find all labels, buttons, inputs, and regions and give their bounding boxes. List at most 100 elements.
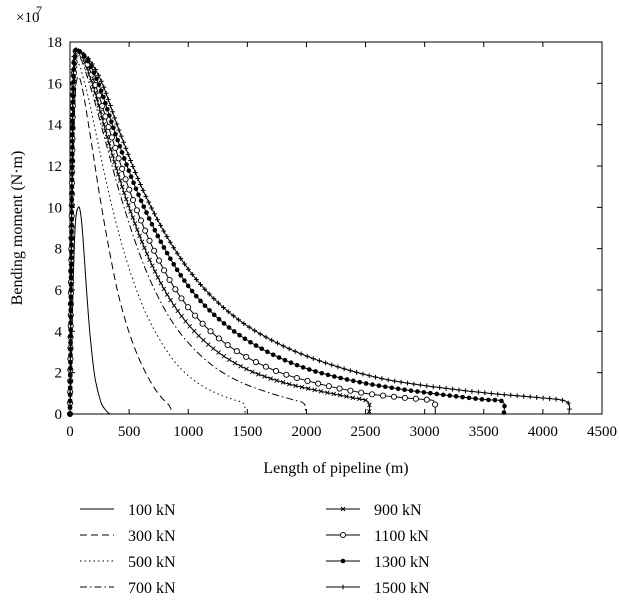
data-point-marker — [168, 297, 173, 303]
data-point-marker — [354, 369, 360, 375]
data-point-marker — [68, 307, 74, 313]
data-point-marker — [146, 237, 153, 244]
data-point-marker — [149, 205, 154, 211]
data-point-marker — [69, 177, 75, 183]
y-axis: 0 2 4 6 8 10 12 14 16 18 — [47, 35, 602, 423]
legend-label: 100 kN — [128, 502, 176, 519]
data-point-marker — [412, 395, 419, 402]
data-point-marker — [560, 397, 565, 403]
series-layer — [66, 47, 572, 418]
data-point-marker — [105, 123, 112, 130]
y-tick-label: 14 — [47, 118, 63, 134]
data-point-marker — [69, 164, 75, 170]
series-100-kn — [69, 206, 111, 415]
data-point-marker — [456, 387, 462, 393]
data-point-marker — [107, 113, 112, 118]
data-point-marker — [116, 127, 122, 133]
data-point-marker — [171, 303, 177, 308]
data-point-marker — [101, 94, 106, 100]
data-point-marker — [402, 387, 407, 393]
data-point-marker — [68, 268, 74, 274]
legend-label: 900 kN — [374, 502, 422, 519]
data-point-marker — [450, 386, 455, 392]
data-point-marker — [185, 283, 191, 289]
data-point-marker — [237, 332, 242, 338]
data-point-marker — [70, 80, 76, 85]
data-point-marker — [67, 372, 73, 378]
data-point-marker — [76, 48, 81, 53]
data-point-marker — [207, 308, 212, 313]
data-point-marker — [189, 288, 195, 294]
legend-label: 1100 kN — [374, 528, 429, 545]
data-point-marker — [392, 378, 398, 384]
legend-label: 700 kN — [128, 580, 176, 597]
data-point-marker — [115, 172, 121, 177]
data-point-marker — [298, 351, 304, 357]
data-point-marker — [133, 186, 139, 192]
data-point-marker — [437, 385, 443, 390]
data-point-marker — [395, 386, 401, 392]
data-point-marker — [172, 286, 179, 293]
legend-label: 500 kN — [128, 554, 176, 571]
data-point-marker — [323, 360, 328, 366]
y-scale-exponent: 7 — [36, 3, 42, 17]
data-point-marker — [350, 395, 356, 401]
y-axis-label: Bending moment (N·m) — [9, 151, 26, 306]
data-point-marker — [274, 378, 280, 383]
data-point-marker — [300, 365, 306, 370]
data-point-marker — [99, 102, 106, 109]
data-point-marker — [310, 356, 316, 361]
data-point-marker — [246, 324, 252, 330]
data-point-marker — [106, 140, 112, 146]
data-point-marker — [367, 402, 372, 408]
data-point-marker — [152, 211, 157, 217]
data-point-marker — [70, 93, 76, 98]
data-point-marker — [114, 121, 120, 127]
data-point-marker — [142, 227, 149, 234]
data-point-marker — [340, 558, 346, 564]
data-point-marker — [376, 383, 382, 389]
data-point-marker — [71, 54, 77, 59]
data-point-marker — [112, 144, 119, 151]
data-point-marker — [415, 389, 420, 394]
data-point-marker — [405, 380, 410, 386]
data-point-marker — [540, 395, 546, 401]
data-point-marker — [152, 269, 158, 274]
data-point-marker — [69, 125, 75, 131]
y-tick-label: 10 — [47, 200, 62, 216]
data-point-marker — [119, 165, 126, 172]
data-point-marker — [119, 150, 125, 155]
x-tick-label: 1000 — [173, 424, 203, 440]
data-point-marker — [191, 328, 197, 334]
y-scale-base: ×10 — [16, 10, 39, 26]
data-point-marker — [332, 374, 337, 379]
data-point-marker — [286, 381, 292, 387]
data-point-marker — [430, 384, 436, 390]
data-point-marker — [69, 190, 75, 196]
data-point-marker — [248, 339, 253, 345]
data-point-marker — [117, 178, 123, 183]
data-point-marker — [215, 335, 222, 342]
data-point-marker — [93, 67, 99, 72]
data-point-marker — [128, 158, 133, 163]
data-point-marker — [256, 371, 261, 377]
data-point-marker — [135, 176, 141, 181]
data-point-marker — [67, 385, 73, 391]
data-point-marker — [112, 115, 118, 121]
data-point-marker — [293, 383, 298, 389]
data-point-marker — [358, 389, 365, 396]
data-point-marker — [463, 388, 468, 394]
data-point-marker — [71, 60, 76, 66]
data-point-marker — [108, 134, 115, 141]
data-point-marker — [202, 303, 208, 309]
data-point-marker — [225, 309, 231, 315]
data-point-marker — [193, 293, 199, 299]
data-point-marker — [101, 84, 107, 90]
data-point-marker — [185, 304, 192, 311]
data-point-marker — [149, 222, 155, 227]
data-point-marker — [68, 262, 74, 267]
data-point-marker — [152, 227, 158, 233]
data-point-marker — [469, 389, 475, 394]
data-point-marker — [155, 217, 160, 222]
